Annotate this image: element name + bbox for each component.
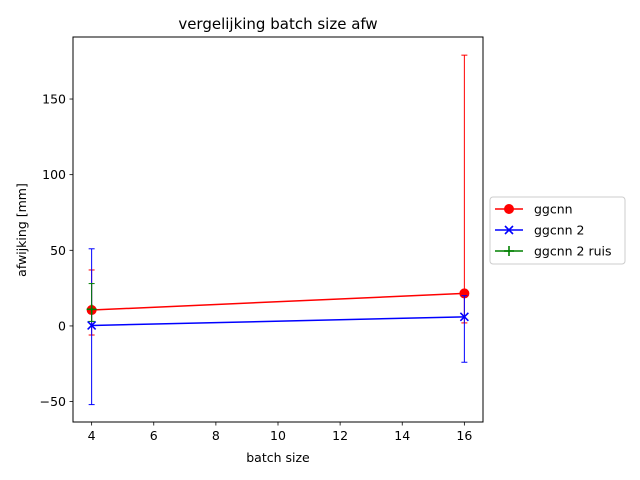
x-axis-label: batch size — [246, 450, 310, 465]
x-tick-label: 4 — [88, 428, 96, 443]
data-point — [87, 320, 97, 331]
data-point — [459, 312, 469, 322]
y-tick-label: 150 — [42, 92, 66, 107]
y-axis: −50 0 50 100 150 — [40, 92, 73, 409]
legend-label: ggcnn 2 — [534, 223, 585, 238]
legend: ggcnn ggcnn 2 ggcnn 2 ruis — [489, 196, 626, 265]
series-line — [91, 292, 465, 311]
x-tick-label: 10 — [270, 428, 286, 443]
chart-title: vergelijking batch size afw — [178, 15, 377, 33]
legend-label: ggcnn 2 ruis — [534, 244, 612, 259]
legend-item: ggcnn 2 — [495, 223, 585, 238]
legend-item: ggcnn — [495, 202, 573, 217]
series-ggcnn-2-ruis — [86, 283, 97, 322]
legend-label: ggcnn — [534, 202, 573, 217]
legend-frame — [489, 196, 626, 265]
x-tick-label: 8 — [212, 428, 220, 443]
y-tick-label: 0 — [58, 318, 66, 333]
x-tick-label: 6 — [150, 428, 158, 443]
series-line — [91, 316, 465, 327]
x-tick-label: 12 — [332, 428, 348, 443]
y-axis-label: afwijking [mm] — [14, 183, 29, 277]
x-axis: 4 6 8 10 12 14 16 — [88, 422, 472, 443]
y-tick-label: 50 — [50, 243, 66, 258]
x-tick-label: 14 — [394, 428, 410, 443]
series-ggcnn-2 — [87, 248, 469, 406]
plot-area — [86, 54, 470, 406]
x-tick-label: 16 — [456, 428, 472, 443]
legend-marker — [504, 204, 514, 214]
y-tick-label: −50 — [40, 394, 66, 409]
legend-item: ggcnn 2 ruis — [495, 244, 612, 259]
legend-marker — [504, 225, 514, 235]
y-tick-label: 100 — [42, 167, 66, 182]
